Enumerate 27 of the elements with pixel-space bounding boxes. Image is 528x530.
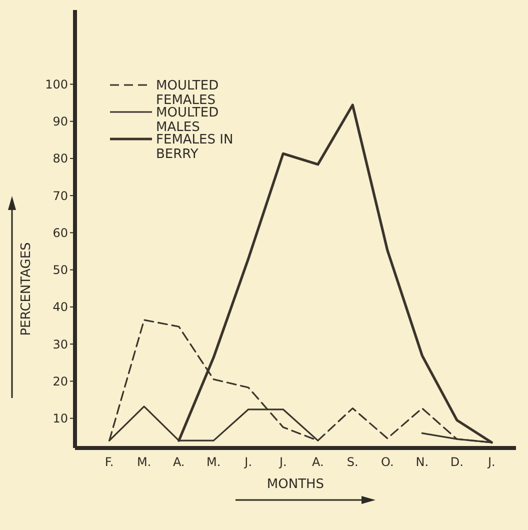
y-axis-title: PERCENTAGES (19, 242, 34, 336)
y-tick-label: 50 (52, 263, 68, 278)
x-tick-label: F. (104, 455, 114, 469)
y-tick-label: 90 (52, 114, 68, 129)
y-tick-label: 80 (52, 152, 68, 166)
x-tick-label: J. (486, 455, 496, 469)
x-tick-label: A. (312, 455, 324, 469)
x-tick-label: N. (416, 455, 429, 469)
x-tick-label: M. (206, 455, 221, 469)
x-tick-label: D. (450, 455, 464, 469)
legend-label: MOULTED MALES (156, 106, 219, 135)
x-tick-label: M. (137, 455, 152, 469)
x-axis-title: MONTHS (266, 477, 324, 492)
legend-label: MOULTED FEMALES (156, 78, 219, 108)
y-tick-label: 20 (52, 374, 68, 388)
x-tick-label: S. (346, 455, 358, 469)
x-tick-label: O. (381, 455, 394, 469)
y-tick-label: 30 (52, 337, 68, 352)
x-tick-label: A. (172, 455, 185, 469)
y-tick-label: 10 (52, 412, 68, 426)
x-tick-label: J. (244, 455, 252, 469)
legend-label: FEMALES IN BERRY (156, 132, 234, 162)
y-tick-label: 40 (52, 300, 68, 314)
y-tick-label: 60 (52, 226, 68, 240)
y-tick-label: 100 (45, 77, 68, 92)
x-tick-label: J. (278, 455, 287, 469)
y-tick-label: 70 (52, 188, 68, 203)
